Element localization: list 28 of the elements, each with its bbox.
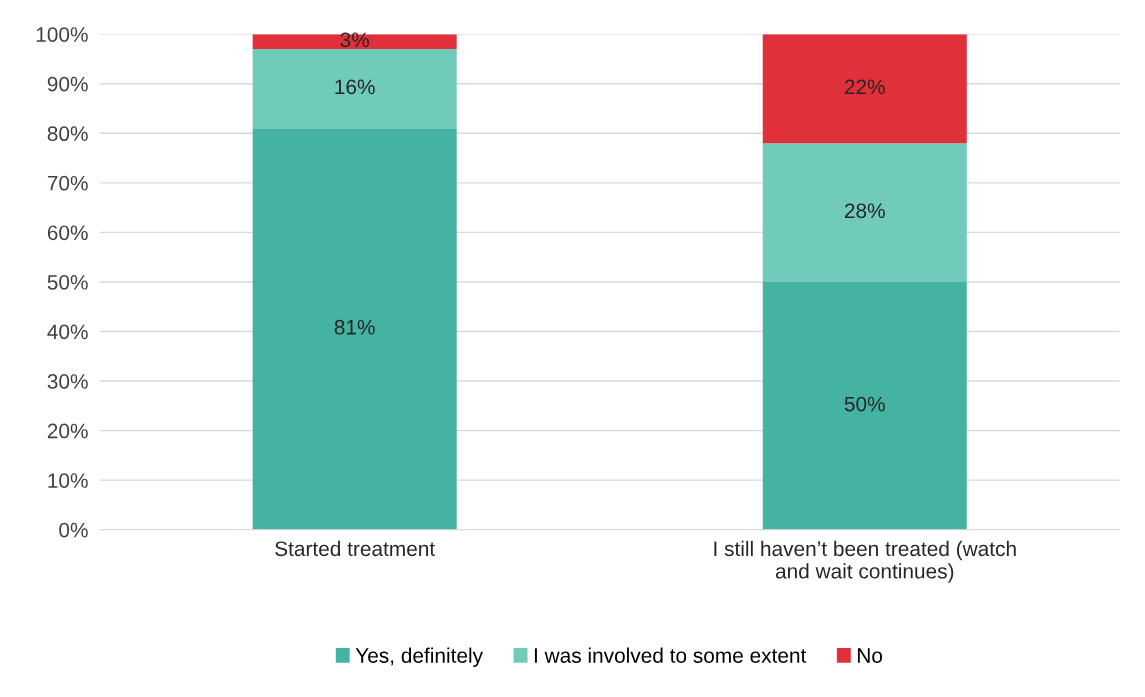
y-tick-label: 70%: [47, 175, 88, 191]
bar: [252, 49, 457, 129]
y-tick-label: 100%: [36, 27, 88, 42]
y-tick-label: 40%: [47, 324, 88, 340]
data-label: 3%: [340, 32, 369, 48]
data-label: 22%: [844, 79, 885, 95]
x-tick-label: I still haven’t been treated (watch and wait continues): [714, 540, 1016, 583]
data-label: 50%: [844, 396, 885, 412]
data-label: 16%: [335, 79, 375, 95]
bar: [762, 281, 967, 530]
data-label: 28%: [844, 203, 885, 219]
y-tick-label: 0%: [59, 522, 88, 538]
y-tick-label: 90%: [47, 76, 88, 92]
bar: [762, 34, 967, 144]
bar: [252, 128, 457, 530]
y-tick-label: 50%: [47, 274, 88, 290]
x-tick-label: Started treatment: [275, 540, 435, 557]
bar: [252, 34, 457, 50]
bar: [762, 143, 967, 282]
legend-label: No: [858, 648, 883, 663]
legend-label: I was involved to some extent: [534, 647, 807, 663]
data-label: 81%: [334, 319, 375, 335]
y-tick-label: 80%: [47, 126, 88, 142]
y-tick-label: 20%: [47, 423, 88, 439]
y-tick-label: 30%: [47, 374, 88, 389]
legend-label: Yes, definitely: [355, 647, 483, 667]
y-tick-label: 60%: [47, 225, 88, 241]
y-tick-label: 10%: [48, 473, 88, 488]
